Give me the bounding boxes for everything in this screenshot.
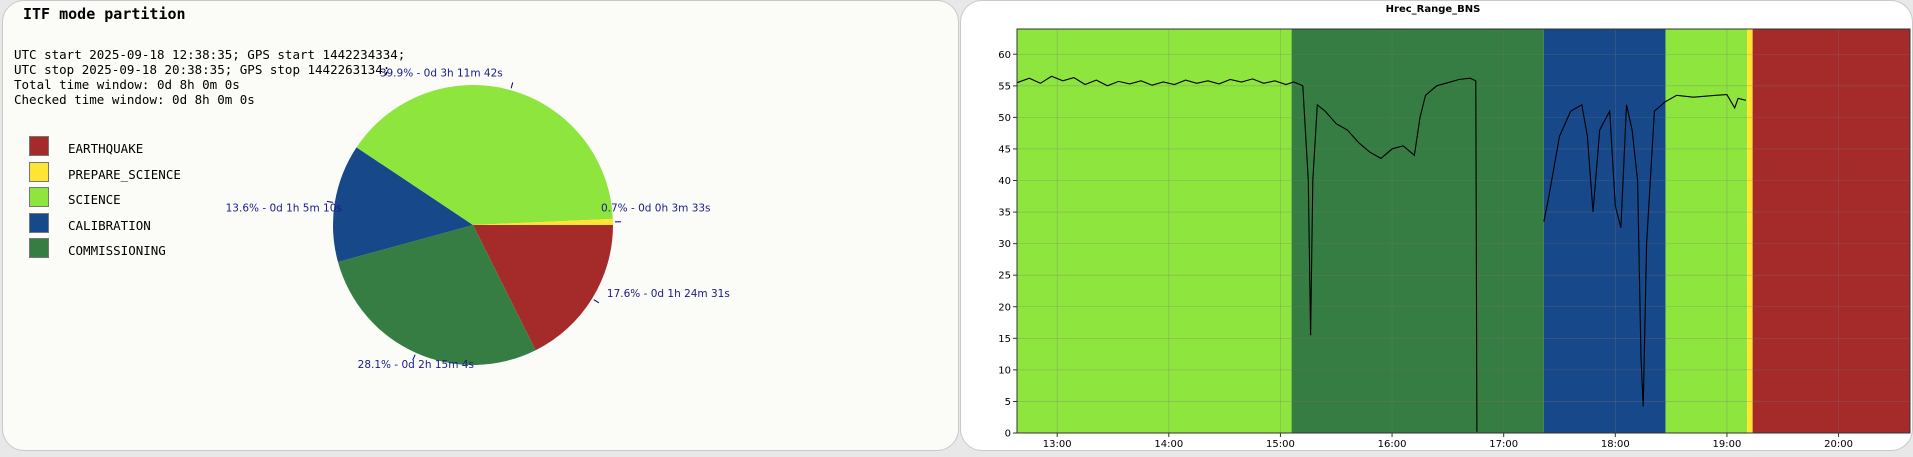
x-tick-label: 13:00: [1043, 439, 1072, 450]
legend-label: SCIENCE: [68, 192, 121, 207]
y-tick-label: 0: [1005, 429, 1011, 440]
y-tick-label: 20: [998, 302, 1011, 313]
y-tick-label: 5: [1005, 397, 1011, 408]
legend-swatch: [29, 238, 49, 258]
pie-slice-commissioning: [337, 225, 536, 365]
pie-slice-calibration: [333, 147, 473, 262]
mode-band-science: [1017, 29, 1292, 433]
legend-swatch: [29, 136, 49, 156]
x-tick-label: 15:00: [1266, 439, 1295, 450]
y-tick-label: 45: [998, 144, 1011, 155]
range-series-line: [1016, 75, 1478, 432]
x-tick-label: 20:00: [1824, 439, 1853, 450]
pie-label-leader: [593, 299, 600, 304]
line-chart: Hrec_Range_BNS 13:00 14:00 15:00 16:00 17:00…: [998, 4, 1911, 450]
checked-window-line: Checked time window: 0d 8h 0m 0s: [14, 92, 255, 107]
x-tick-label: 14:00: [1154, 439, 1183, 450]
pie-slice-earthquake: [473, 225, 613, 351]
legend-swatch: [29, 187, 49, 207]
legend-label: EARTHQUAKE: [68, 141, 144, 156]
x-tick-label: 19:00: [1713, 439, 1742, 450]
range-series-line: [1543, 94, 1747, 407]
legend-swatch: [29, 213, 49, 233]
pie-chart: 17.6% - 0d 1h 24m 31s 28.1% - 0d 2h 15m 4…: [226, 67, 730, 371]
mode-band-commissioning: [1291, 29, 1544, 433]
y-tick-label: 50: [998, 113, 1011, 124]
legend-label: COMMISSIONING: [68, 243, 166, 258]
panel-title: ITF mode partition: [23, 5, 186, 23]
y-tick-label: 10: [998, 365, 1011, 376]
mode-partition-panel: ITF mode partition UTC start 2025-09-18 …: [2, 0, 959, 451]
mode-band-earthquake: [1752, 29, 1910, 433]
x-tick-label: 17:00: [1489, 439, 1518, 450]
pie-data-label: 17.6% - 0d 1h 24m 31s: [607, 288, 730, 300]
mode-band-prepare-science: [1747, 29, 1753, 433]
x-tick-label: 18:00: [1601, 439, 1630, 450]
y-tick-label: 15: [998, 334, 1011, 345]
pie-data-label: 28.1% - 0d 2h 15m 4s: [358, 359, 474, 371]
chart-title: Hrec_Range_BNS: [1386, 4, 1481, 15]
pie-label-leader: [412, 354, 416, 361]
y-tick-label: 40: [998, 176, 1011, 187]
plot-frame: [1016, 28, 1911, 434]
legend-label: PREPARE_SCIENCE: [68, 167, 181, 182]
legend-label: CALIBRATION: [68, 218, 151, 233]
mode-band-science: [1665, 29, 1748, 433]
pie-label-leader: [510, 82, 514, 89]
pie-data-label: 39.9% - 0d 3h 11m 42s: [380, 67, 503, 79]
pie-slice-science: [356, 85, 613, 225]
y-tick-label: 30: [998, 239, 1011, 250]
legend-swatch: [29, 162, 49, 182]
pie-label-leader: [326, 200, 333, 203]
pie-slice-prepare-science: [473, 218, 613, 225]
pie-data-label: 13.6% - 0d 1h 5m 10s: [226, 202, 342, 214]
y-tick-label: 55: [998, 81, 1011, 92]
y-tick-label: 60: [998, 50, 1011, 61]
mode-band-calibration: [1543, 29, 1666, 433]
total-window-line: Total time window: 0d 8h 0m 0s: [14, 77, 240, 92]
utc-stop-line: UTC stop 2025-09-18 20:38:35; GPS stop 1…: [14, 62, 391, 77]
y-tick-label: 25: [998, 271, 1011, 282]
utc-start-line: UTC start 2025-09-18 12:38:35; GPS start…: [14, 47, 406, 62]
pie-data-label: 0.7% - 0d 0h 3m 33s: [601, 203, 711, 215]
y-tick-label: 35: [998, 208, 1011, 219]
x-tick-label: 16:00: [1378, 439, 1407, 450]
range-plot-panel: Hrec_Range_BNS 13:00 14:00 15:00 16:00 17:00…: [960, 0, 1913, 451]
